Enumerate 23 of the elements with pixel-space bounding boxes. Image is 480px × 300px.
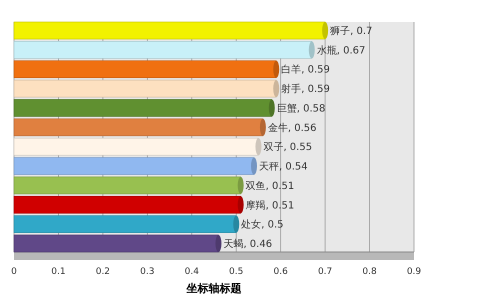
data-label: 白羊, 0.59: [281, 64, 330, 76]
data-label: 摩羯, 0.51: [246, 199, 294, 212]
data-label: 天秤, 0.54: [259, 162, 308, 173]
data-label: 天蝎, 0.46: [223, 238, 272, 250]
x-tick-label: 0.4: [184, 267, 200, 277]
data-label: 水瓶, 0.67: [316, 44, 366, 56]
data-label: 金牛, 0.56: [268, 122, 317, 134]
data-label: 双鱼, 0.51: [246, 180, 294, 192]
data-label: 射手, 0.59: [281, 83, 330, 96]
x-tick-label: 0.9: [406, 267, 422, 277]
x-tick-label: 0.2: [96, 267, 110, 277]
x-tick-label: 0.3: [140, 267, 154, 277]
data-label: 巨蟹, 0.58: [276, 102, 326, 114]
x-tick-label: 0.8: [362, 267, 377, 277]
x-tick-label: 0.6: [274, 267, 288, 277]
x-tick-label: 0.5: [229, 267, 244, 277]
x-axis-title: 坐标轴标题: [186, 282, 242, 295]
x-tick-label: 0.1: [51, 267, 66, 277]
x-tick-label: 0: [11, 267, 18, 277]
data-label: 狮子, 0.7: [330, 25, 372, 38]
data-label: 双子, 0.55: [263, 142, 312, 154]
data-label: 处女, 0.5: [241, 218, 284, 231]
x-tick-label: 0.7: [318, 267, 332, 277]
